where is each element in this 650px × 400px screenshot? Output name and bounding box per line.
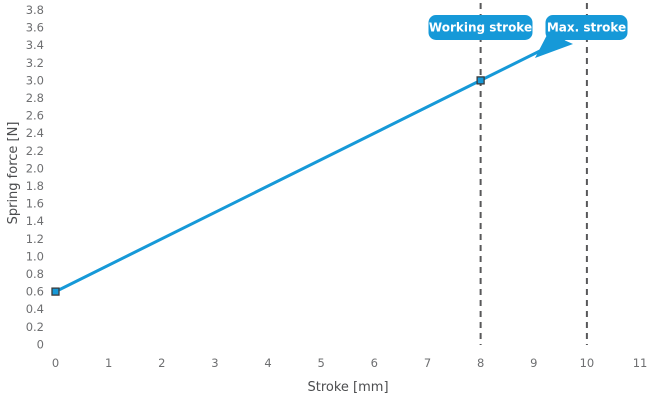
y-tick-label: 1.0 [26, 249, 44, 263]
y-tick-label: 3.4 [26, 38, 44, 52]
annotation-badge-max-stroke: Max. stroke [545, 15, 628, 40]
x-tick-label: 7 [424, 356, 431, 370]
y-tick-label: 1.6 [26, 197, 44, 211]
y-tick-label: 2.6 [26, 109, 44, 123]
y-tick-label: 3.8 [26, 3, 44, 17]
data-point-markers [51, 76, 485, 296]
y-tick-label: 2.4 [26, 126, 44, 140]
y-tick-label: 0.8 [26, 267, 44, 281]
x-tick-label: 0 [52, 356, 59, 370]
y-tick-label: 1.2 [26, 232, 44, 246]
x-tick-label: 3 [211, 356, 218, 370]
stroke-limit-dashed-lines [479, 3, 588, 345]
x-tick-label: 1 [105, 356, 112, 370]
y-tick-label: 2.2 [26, 144, 44, 158]
max-stroke-badge-label: Max. stroke [547, 21, 626, 35]
y-tick-label: 3.0 [26, 73, 44, 87]
annotation-badge-working-stroke: Working stroke [428, 15, 533, 40]
x-tick-label: 11 [633, 356, 648, 370]
x-tick-label: 4 [264, 356, 271, 370]
y-tick-label: 1.8 [26, 179, 44, 193]
x-axis-title: Stroke [mm] [307, 380, 388, 395]
y-tick-label: 0.4 [26, 302, 44, 316]
data-point-marker [476, 76, 485, 85]
y-tick-label: 3.2 [26, 56, 44, 70]
x-tick-label: 10 [580, 356, 595, 370]
y-tick-label: 0.6 [26, 285, 44, 299]
y-axis-tick-labels: 0 0.2 0.4 0.6 0.8 1.0 1.2 1.4 1.6 1.8 2.0 2.2 2.4 2.6… [26, 3, 44, 351]
data-point-marker [51, 287, 60, 296]
x-tick-label: 2 [158, 356, 165, 370]
x-tick-label: 8 [477, 356, 484, 370]
y-tick-label: 2.0 [26, 161, 44, 175]
x-tick-label: 6 [371, 356, 378, 370]
x-axis-tick-labels: 0 1 2 3 4 5 6 7 8 9 10 11 [52, 356, 648, 370]
y-tick-label: 0 [37, 337, 44, 351]
y-tick-label: 3.6 [26, 21, 44, 35]
y-tick-label: 2.8 [26, 91, 44, 105]
x-tick-label: 5 [318, 356, 325, 370]
max-stroke-badge-tail [535, 33, 573, 58]
working-stroke-badge-background [428, 15, 533, 40]
spring-force-line [54, 26, 589, 294]
y-tick-label: 0.2 [26, 320, 44, 334]
working-stroke-badge-label: Working stroke [429, 21, 532, 35]
y-tick-label: 1.4 [26, 214, 44, 228]
y-axis-title: Spring force [N] [6, 122, 21, 225]
x-tick-label: 9 [530, 356, 537, 370]
max-stroke-badge-background [545, 15, 628, 40]
